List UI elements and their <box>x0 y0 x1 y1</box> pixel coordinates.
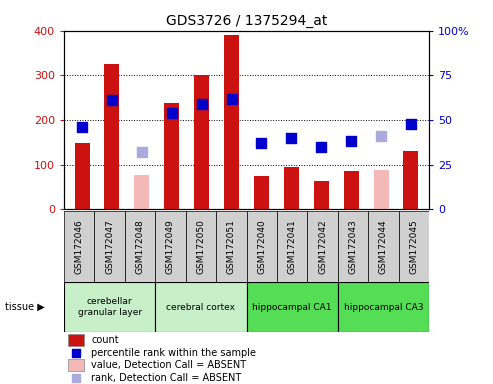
Bar <box>338 282 429 332</box>
Bar <box>368 211 398 282</box>
Bar <box>216 211 246 282</box>
Text: GSM172048: GSM172048 <box>136 219 144 274</box>
Text: GSM172040: GSM172040 <box>257 219 266 274</box>
Text: GSM172044: GSM172044 <box>379 219 388 274</box>
Point <box>347 138 355 144</box>
Text: value, Detection Call = ABSENT: value, Detection Call = ABSENT <box>92 360 246 370</box>
Text: GSM172047: GSM172047 <box>105 219 114 274</box>
Bar <box>277 211 307 282</box>
Point <box>108 97 116 103</box>
Text: count: count <box>92 335 119 345</box>
Text: GSM172051: GSM172051 <box>227 219 236 274</box>
Bar <box>186 211 216 282</box>
Text: GSM172042: GSM172042 <box>318 219 327 274</box>
Point <box>257 140 265 146</box>
Bar <box>254 176 269 209</box>
Point <box>377 133 385 139</box>
Text: hippocampal CA3: hippocampal CA3 <box>344 303 423 312</box>
Text: cerebral cortex: cerebral cortex <box>167 303 235 312</box>
Bar <box>338 211 368 282</box>
Text: rank, Detection Call = ABSENT: rank, Detection Call = ABSENT <box>92 373 242 383</box>
Title: GDS3726 / 1375294_at: GDS3726 / 1375294_at <box>166 14 327 28</box>
Point <box>228 96 236 102</box>
Bar <box>374 170 388 209</box>
Text: tissue ▶: tissue ▶ <box>5 302 45 312</box>
Text: GSM172049: GSM172049 <box>166 219 175 274</box>
Bar <box>64 211 95 282</box>
Bar <box>95 211 125 282</box>
Text: GSM172046: GSM172046 <box>75 219 84 274</box>
Point <box>78 124 86 130</box>
Text: GSM172045: GSM172045 <box>409 219 418 274</box>
Bar <box>284 167 299 209</box>
Point <box>168 110 176 116</box>
Point <box>72 350 80 356</box>
Bar <box>155 282 246 332</box>
Bar <box>68 334 84 346</box>
Bar <box>164 103 179 209</box>
Bar <box>344 171 358 209</box>
Bar <box>64 282 155 332</box>
Text: hippocampal CA1: hippocampal CA1 <box>252 303 332 312</box>
Bar <box>68 359 84 371</box>
Point <box>407 121 415 127</box>
Bar <box>135 175 149 209</box>
Bar <box>155 211 186 282</box>
Bar <box>105 64 119 209</box>
Text: percentile rank within the sample: percentile rank within the sample <box>92 348 256 358</box>
Text: GSM172041: GSM172041 <box>287 219 297 274</box>
Point <box>317 144 325 150</box>
Point <box>138 149 146 155</box>
Bar <box>403 151 419 209</box>
Bar <box>125 211 155 282</box>
Bar <box>194 75 209 209</box>
Bar <box>74 143 90 209</box>
Bar <box>246 211 277 282</box>
Point <box>72 375 80 381</box>
Text: cerebellar
granular layer: cerebellar granular layer <box>77 298 142 317</box>
Bar <box>224 35 239 209</box>
Bar <box>246 282 338 332</box>
Bar <box>307 211 338 282</box>
Point <box>287 135 295 141</box>
Bar <box>398 211 429 282</box>
Text: GSM172043: GSM172043 <box>349 219 357 274</box>
Point <box>198 101 206 107</box>
Text: GSM172050: GSM172050 <box>196 219 206 274</box>
Bar <box>314 181 329 209</box>
